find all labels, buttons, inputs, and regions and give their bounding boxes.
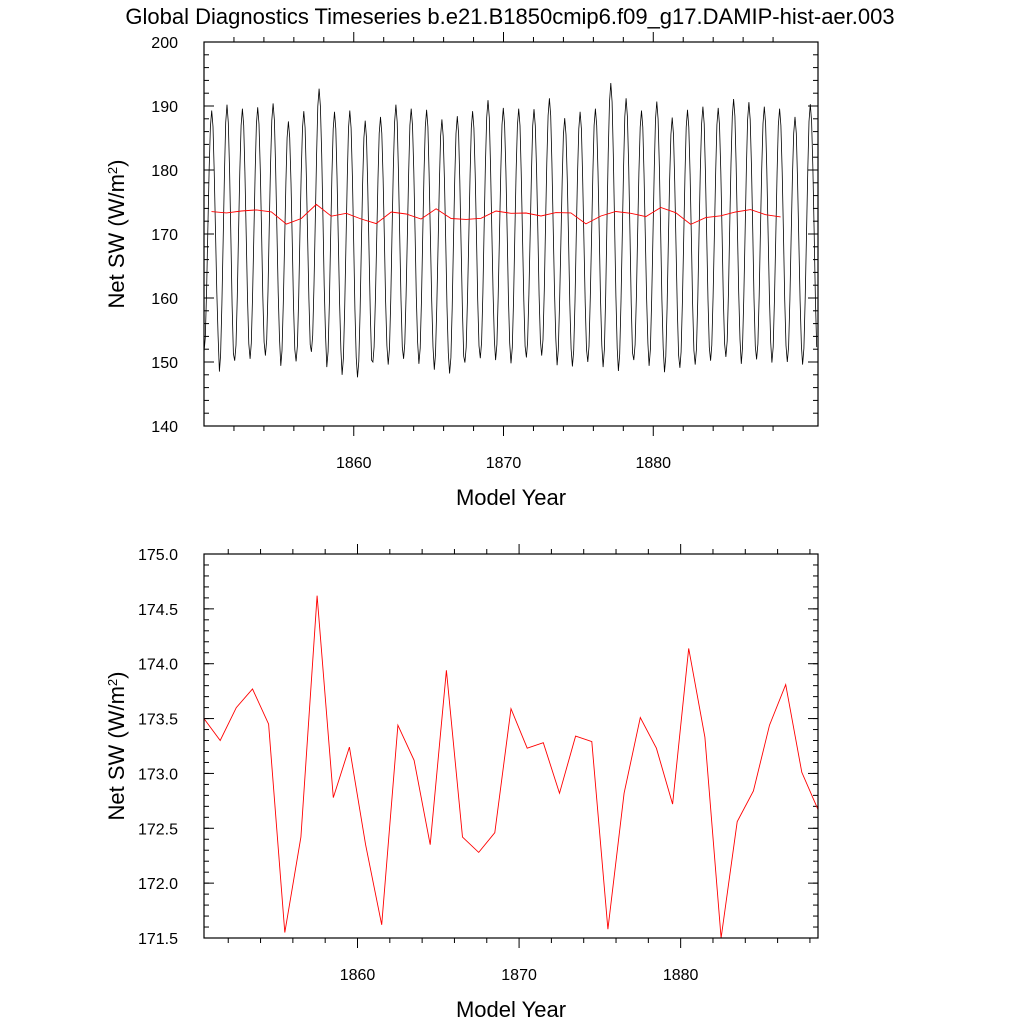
- y-tick-label: 174.0: [138, 657, 178, 674]
- x-tick-label: 1880: [635, 455, 671, 472]
- x-tick-label: 1860: [336, 455, 372, 472]
- y-tick-label: 172.0: [138, 876, 178, 893]
- chart-title: Global Diagnostics Timeseries b.e21.B185…: [125, 4, 894, 29]
- x-tick-label: 1870: [486, 455, 522, 472]
- y-tick-label: 190: [151, 99, 178, 116]
- bottom-panel-x-axis-label: Model Year: [456, 997, 566, 1022]
- bottom-panel-tick-labels: 171.5 172.0 172.5 173.0 173.5 174.0 174.5 175.0…: [138, 547, 699, 984]
- y-tick-label: 140: [151, 419, 178, 436]
- y-tick-label: 172.5: [138, 821, 178, 838]
- top-panel-tick-labels: 140 150 160 170 180 190 200 1860 1870 1880: [151, 35, 671, 472]
- bottom-panel-frame: [203, 553, 819, 939]
- top-panel-frame: [203, 41, 819, 427]
- x-tick-label: 1880: [663, 967, 699, 984]
- y-tick-label: 170: [151, 227, 178, 244]
- bottom-panel-y-axis-label: Net SW (W/m2): [104, 672, 129, 821]
- bottom-panel: 171.5 172.0 172.5 173.0 173.5 174.0 174.5 175.0…: [104, 544, 819, 1022]
- bottom-panel-ticks: [204, 544, 818, 948]
- y-tick-label: 173.5: [138, 712, 178, 729]
- top-panel-ticks: [204, 32, 818, 436]
- top-panel-x-axis-label: Model Year: [456, 485, 566, 510]
- top-panel-y-axis-label: Net SW (W/m2): [104, 160, 129, 309]
- annual-mean-series-line: [203, 595, 819, 939]
- y-tick-label: 171.5: [138, 931, 178, 948]
- monthly-series-line: [203, 82, 818, 378]
- annual-mean-series-line: [211, 203, 781, 225]
- y-tick-label: 174.5: [138, 602, 178, 619]
- x-tick-label: 1870: [501, 967, 537, 984]
- bottom-panel-plot-area: [203, 595, 819, 939]
- top-panel-plot-area: [203, 82, 818, 378]
- y-tick-label: 150: [151, 355, 178, 372]
- x-tick-label: 1860: [340, 967, 376, 984]
- y-tick-label: 180: [151, 163, 178, 180]
- y-tick-label: 173.0: [138, 766, 178, 783]
- y-tick-label: 175.0: [138, 547, 178, 564]
- y-tick-label: 160: [151, 291, 178, 308]
- y-tick-label: 200: [151, 35, 178, 52]
- top-panel: 140 150 160 170 180 190 200 1860 1870 1880 Model …: [104, 32, 819, 510]
